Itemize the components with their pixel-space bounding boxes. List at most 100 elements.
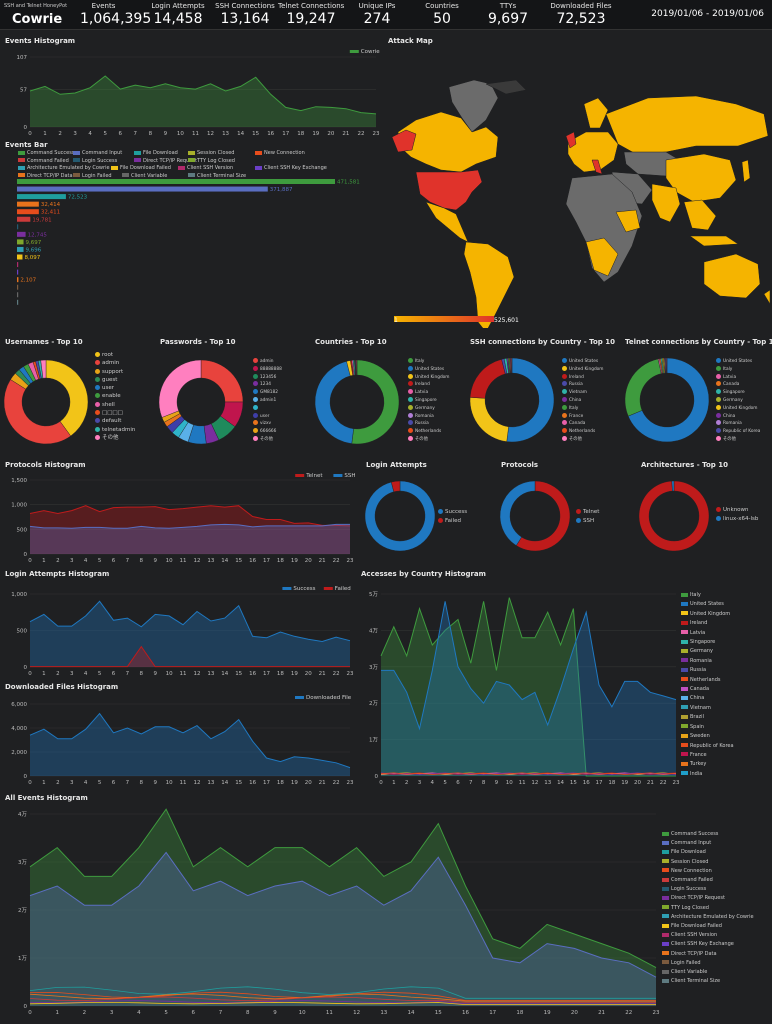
legend-item[interactable]: France [562,412,604,421]
legend-item[interactable]: Canada [681,685,771,694]
legend-item[interactable]: Failed [438,517,467,526]
legend-item[interactable]: Romania [681,657,771,666]
legend-item[interactable]: linux-x64-lsb [716,515,758,524]
legend-item[interactable]: □□□□ [95,409,135,417]
legend-item[interactable]: Germany [408,404,450,413]
legend-item[interactable]: Client Terminal Size [188,173,246,180]
legend-item[interactable]: Login Failed [662,959,772,968]
legend-item[interactable]: GM8182 [253,389,282,397]
legend-item[interactable]: Client SSH Version [178,165,233,172]
legend-item[interactable]: Spain [681,723,771,732]
legend-item[interactable]: Netherlands [408,428,450,436]
legend-item[interactable]: United States [562,358,604,366]
legend-item[interactable]: Latvia [681,629,771,638]
legend-item[interactable]: China [681,694,771,703]
legend-item[interactable]: telnetadmin [95,426,135,434]
legend-item[interactable]: File Download Failed [662,922,772,931]
legend-item[interactable]: Direct TCP/IP Request [134,158,197,165]
legend-item[interactable]: Russia [562,381,604,389]
legend-item[interactable]: Unknown [716,506,758,515]
legend-item[interactable]: United States [716,358,760,366]
legend-item[interactable]: New Connection [662,867,772,876]
legend-item[interactable]: shell [95,401,135,409]
legend-item[interactable]: Client Variable [662,968,772,977]
legend-item[interactable]: Client SSH Key Exchange [255,165,327,172]
legend-item[interactable]: Germany [716,396,760,405]
legend-item[interactable]: File Download [662,848,772,857]
legend-item[interactable]: Italy [408,358,450,366]
legend-item[interactable]: admin [253,358,282,366]
legend-item[interactable]: Brazil [681,713,771,722]
legend-item[interactable]: Latvia [716,373,760,382]
legend-item[interactable]: 666666 [253,428,282,436]
legend-item[interactable]: United Kingdom [408,373,450,382]
legend-item[interactable]: Command Failed [18,158,69,165]
legend-item[interactable]: Direct TCP/IP Data [662,950,772,959]
legend-item[interactable]: Romania [408,412,450,421]
legend-item[interactable]: admin1 [253,396,282,405]
legend-item[interactable]: New Connection [255,150,305,157]
attack-map[interactable]: 1 525,601 [386,32,772,328]
legend-item[interactable]: TTY Log Closed [188,158,235,165]
legend-item[interactable]: user [253,412,282,421]
legend-item[interactable]: Login Success [662,885,772,894]
legend-item[interactable] [253,404,282,413]
legend-item[interactable]: Netherlands [562,428,604,436]
legend-item[interactable]: user [95,384,135,392]
legend-item[interactable]: Login Failed [73,173,112,180]
legend-item[interactable]: United Kingdom [681,610,771,619]
legend-item[interactable]: Russia [681,666,771,675]
legend-item[interactable]: Login Success [73,158,117,165]
legend-item[interactable]: File Download [134,150,178,157]
legend-item[interactable]: Ireland [681,619,771,628]
legend-item[interactable]: Singapore [716,389,760,397]
legend-item[interactable]: その他 [716,435,760,444]
legend-item[interactable]: 1234 [253,381,282,389]
time-range-picker[interactable]: 2019/01/06 - 2019/01/06 [651,9,764,19]
legend-item[interactable]: Command Input [73,150,122,157]
legend-item[interactable]: Canada [562,420,604,428]
legend-item[interactable]: その他 [408,435,450,444]
legend-item[interactable]: Latvia [408,389,450,397]
legend-item[interactable]: TTY Log Closed [662,904,772,913]
legend-item[interactable]: Session Closed [662,858,772,867]
legend-item[interactable]: Client Terminal Size [662,977,772,986]
legend-item[interactable]: Command Input [662,839,772,848]
legend-item[interactable]: default [95,417,135,425]
legend-item[interactable]: United States [408,365,450,374]
legend-item[interactable]: その他 [95,434,135,442]
legend-item[interactable]: Success [438,508,467,517]
legend-item[interactable]: enable [95,392,135,400]
legend-item[interactable]: root [95,351,135,359]
legend-item[interactable]: admin [95,359,135,367]
legend-item[interactable]: Architecture Emulated by Cowrie [18,165,110,172]
legend-item[interactable]: Republic of Korea [716,428,760,436]
legend-item[interactable]: その他 [562,435,604,444]
legend-item[interactable]: Direct TCP/IP Request [662,894,772,903]
legend-item[interactable]: 88888888 [253,365,282,374]
legend-item[interactable]: Vietnam [681,704,771,713]
legend-item[interactable]: 123456 [253,373,282,382]
legend-item[interactable]: China [716,412,760,421]
legend-item[interactable]: India [681,770,771,779]
legend-item[interactable]: Client SSH Key Exchange [662,940,772,949]
legend-item[interactable]: Session Closed [188,150,234,157]
legend-item[interactable]: United Kingdom [716,404,760,413]
legend-item[interactable]: Italy [716,365,760,374]
legend-item[interactable]: File Download Failed [111,165,171,172]
legend-item[interactable]: Command Failed [662,876,772,885]
legend-item[interactable]: France [681,751,771,760]
legend-item[interactable]: Turkey [681,760,771,769]
legend-item[interactable]: Architecture Emulated by Cowrie [662,913,772,922]
legend-item[interactable]: Canada [716,381,760,389]
legend-item[interactable]: United Kingdom [562,365,604,374]
legend-item[interactable]: Direct TCP/IP Data [18,173,73,180]
legend-item[interactable]: vizxv [253,420,282,428]
legend-item[interactable]: China [562,396,604,405]
legend-item[interactable]: Client SSH Version [662,931,772,940]
legend-item[interactable]: Sweden [681,732,771,741]
legend-item[interactable]: Client Variable [122,173,167,180]
legend-item[interactable]: support [95,368,135,376]
legend-item[interactable]: Command Success [662,830,772,839]
legend-item[interactable]: Netherlands [681,676,771,685]
